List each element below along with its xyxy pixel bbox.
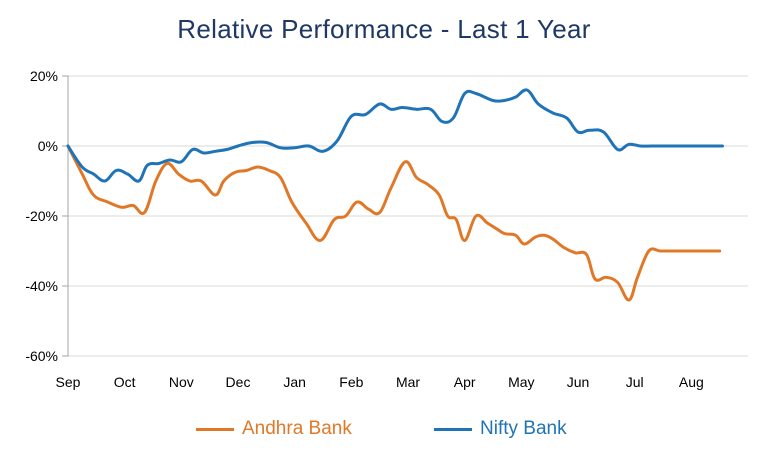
x-tick-label: Jun: [567, 374, 590, 390]
legend-swatch-nifty-bank: [434, 427, 472, 431]
legend-label-andhra-bank: Andhra Bank: [242, 418, 352, 439]
series-line-andhra-bank: [66, 144, 722, 302]
x-tick-label: May: [508, 374, 534, 390]
x-tick-label: Jul: [626, 374, 644, 390]
x-tick-label: Feb: [339, 374, 363, 390]
x-tick-label: Apr: [454, 374, 476, 390]
chart-title: Relative Performance - Last 1 Year: [177, 14, 591, 44]
legend-swatch-andhra-bank: [196, 427, 234, 431]
y-tick-label: -20%: [25, 208, 58, 224]
x-tick-label: Dec: [226, 374, 251, 390]
legend-item-nifty-bank: Nifty Bank: [434, 418, 567, 440]
legend-label-nifty-bank: Nifty Bank: [480, 418, 567, 439]
y-tick-label: 0%: [38, 138, 58, 154]
y-tick-label: -40%: [25, 278, 58, 294]
x-tick-label: Jan: [283, 374, 306, 390]
y-tick-label: -60%: [25, 348, 58, 364]
x-tick-label: Aug: [679, 374, 704, 390]
x-tick-label: Sep: [56, 374, 81, 390]
legend-item-andhra-bank: Andhra Bank: [196, 418, 352, 440]
x-tick-label: Oct: [114, 374, 136, 390]
legend: Andhra Bank Nifty Bank: [0, 418, 768, 448]
x-tick-label: Nov: [169, 374, 194, 390]
series-line-nifty-bank: [66, 88, 724, 183]
x-tick-label: Mar: [396, 374, 420, 390]
y-tick-label: 20%: [30, 68, 58, 84]
